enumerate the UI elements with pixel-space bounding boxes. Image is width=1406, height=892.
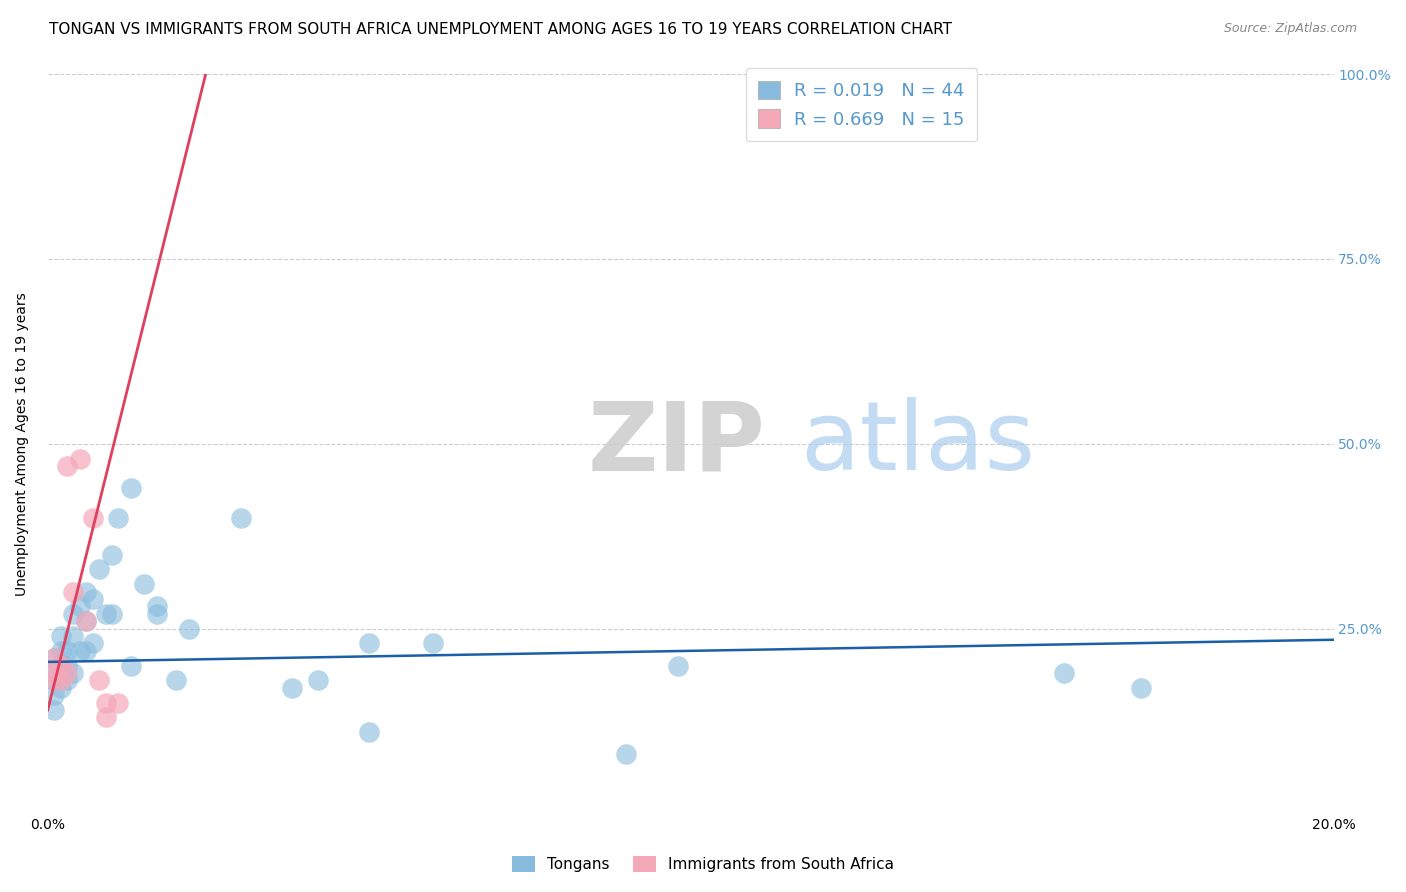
Point xyxy=(120,658,142,673)
Point xyxy=(82,510,104,524)
Point xyxy=(49,658,72,673)
Point xyxy=(359,725,381,739)
Point xyxy=(422,636,444,650)
Point xyxy=(62,607,84,621)
Point xyxy=(146,599,169,614)
Point xyxy=(44,703,66,717)
Point xyxy=(49,658,72,673)
Point xyxy=(49,673,72,688)
Text: Source: ZipAtlas.com: Source: ZipAtlas.com xyxy=(1223,22,1357,36)
Text: ZIP: ZIP xyxy=(588,397,766,491)
Point xyxy=(229,510,252,524)
Point xyxy=(146,607,169,621)
Point xyxy=(1129,681,1152,695)
Point xyxy=(75,614,97,628)
Point xyxy=(94,607,117,621)
Point xyxy=(44,651,66,665)
Point xyxy=(89,562,111,576)
Point xyxy=(307,673,329,688)
Point xyxy=(107,696,129,710)
Point xyxy=(75,614,97,628)
Point xyxy=(49,629,72,643)
Point xyxy=(62,629,84,643)
Point xyxy=(69,644,91,658)
Point xyxy=(56,673,79,688)
Legend: R = 0.019   N = 44, R = 0.669   N = 15: R = 0.019 N = 44, R = 0.669 N = 15 xyxy=(745,69,977,141)
Point xyxy=(69,599,91,614)
Point xyxy=(82,636,104,650)
Point xyxy=(94,710,117,724)
Point xyxy=(614,747,637,762)
Point xyxy=(75,644,97,658)
Text: TONGAN VS IMMIGRANTS FROM SOUTH AFRICA UNEMPLOYMENT AMONG AGES 16 TO 19 YEARS CO: TONGAN VS IMMIGRANTS FROM SOUTH AFRICA U… xyxy=(49,22,952,37)
Point xyxy=(56,458,79,473)
Point xyxy=(359,636,381,650)
Point xyxy=(49,681,72,695)
Point xyxy=(134,577,156,591)
Point xyxy=(120,481,142,495)
Point xyxy=(1052,666,1074,681)
Point xyxy=(107,510,129,524)
Point xyxy=(89,673,111,688)
Point xyxy=(82,592,104,607)
Y-axis label: Unemployment Among Ages 16 to 19 years: Unemployment Among Ages 16 to 19 years xyxy=(15,292,30,596)
Point xyxy=(44,666,66,681)
Point xyxy=(44,673,66,688)
Point xyxy=(62,666,84,681)
Legend: Tongans, Immigrants from South Africa: Tongans, Immigrants from South Africa xyxy=(505,848,901,880)
Point xyxy=(101,607,124,621)
Point xyxy=(62,584,84,599)
Point xyxy=(56,666,79,681)
Point xyxy=(179,622,201,636)
Point xyxy=(49,644,72,658)
Point xyxy=(56,658,79,673)
Point xyxy=(666,658,689,673)
Point xyxy=(94,696,117,710)
Point xyxy=(44,651,66,665)
Point xyxy=(44,688,66,702)
Point xyxy=(281,681,304,695)
Point xyxy=(44,673,66,688)
Point xyxy=(165,673,187,688)
Point xyxy=(44,666,66,681)
Point xyxy=(101,548,124,562)
Point xyxy=(69,451,91,466)
Point xyxy=(56,644,79,658)
Text: atlas: atlas xyxy=(800,397,1035,491)
Point xyxy=(75,584,97,599)
